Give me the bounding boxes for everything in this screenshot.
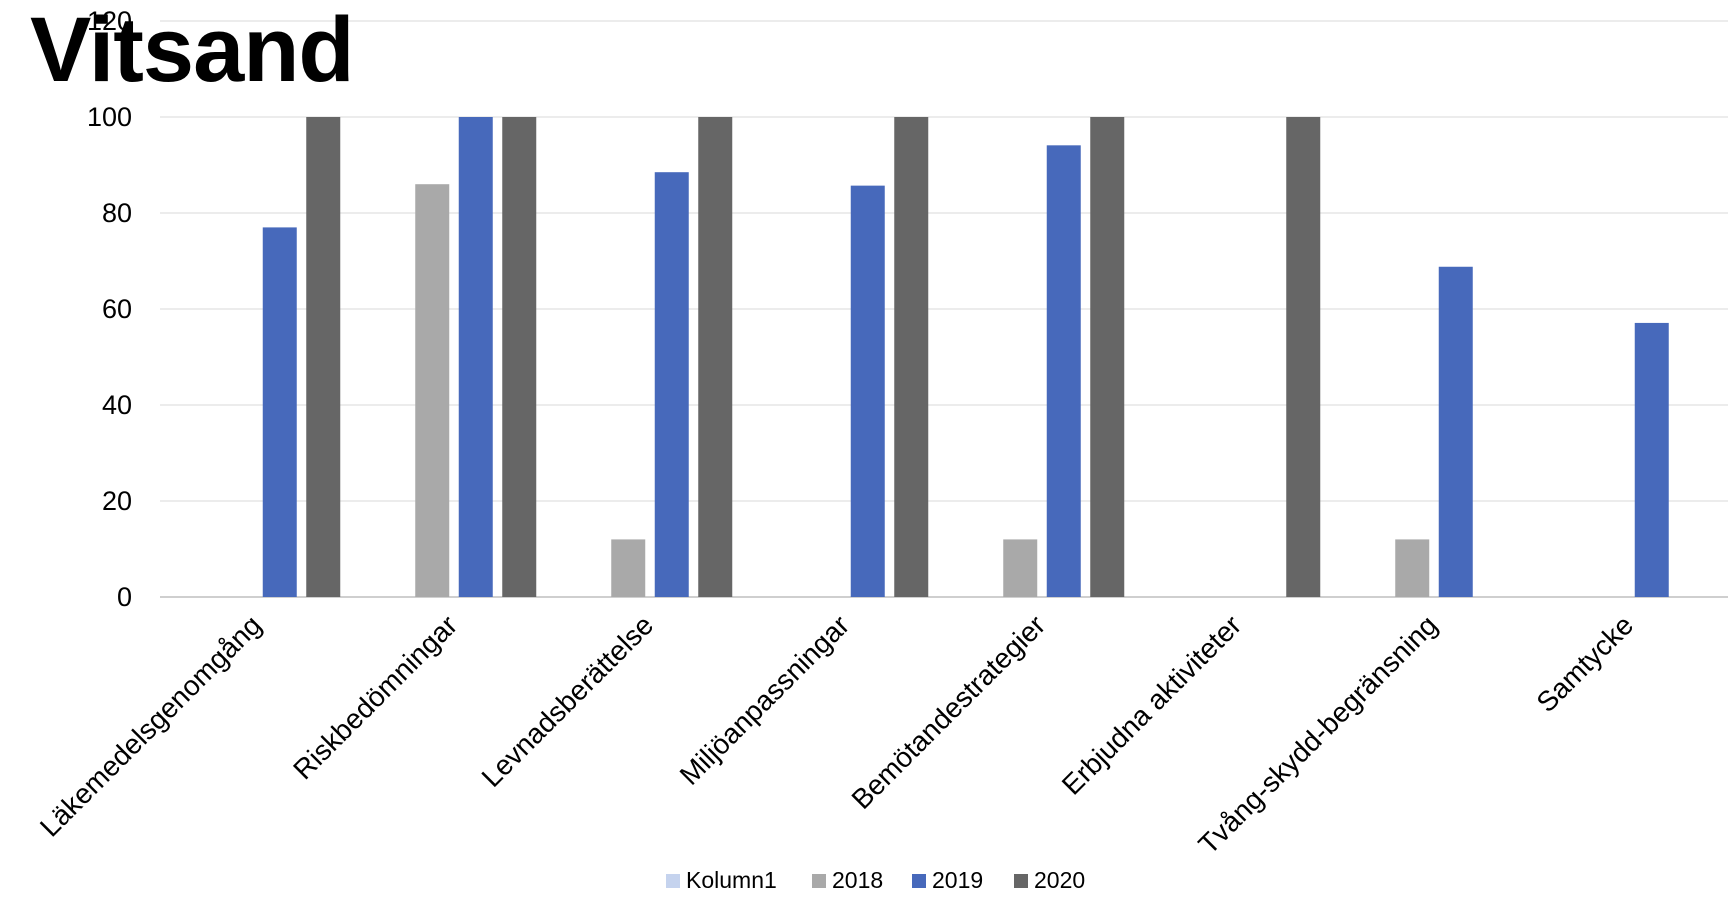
y-tick-label: 40 — [102, 390, 132, 420]
bar-2019-7 — [1634, 322, 1669, 597]
bar-2019-0 — [262, 227, 297, 597]
legend-item-2018: 2018 — [812, 867, 883, 894]
legend-item-kolumn1: Kolumn1 — [666, 867, 777, 894]
x-tick-label: Miljöanpassningar — [674, 609, 856, 791]
legend-label: 2018 — [832, 867, 884, 893]
bar-2020-0 — [306, 117, 341, 597]
bar-2020-4 — [1090, 117, 1125, 597]
legend-swatch — [1014, 873, 1028, 888]
x-tick-label: Erbjudna aktiviteter — [1056, 609, 1247, 800]
bar-2018-6 — [1395, 539, 1430, 597]
bar-2019-4 — [1046, 145, 1081, 597]
bar-2020-1 — [502, 117, 537, 597]
x-tick-label: Riskbedömningar — [287, 609, 463, 785]
x-axis-ticks: Läkemedelsgenomgång Riskbedömningar Levnad… — [34, 609, 1639, 860]
y-tick-label: 120 — [87, 6, 132, 36]
bar-2018-2 — [611, 539, 646, 597]
y-tick-label: 0 — [117, 582, 132, 612]
legend-swatch — [812, 873, 826, 888]
legend-label: 2020 — [1034, 867, 1086, 893]
x-tick-label: Läkemedelsgenomgång — [34, 609, 267, 842]
gridlines — [160, 20, 1728, 598]
legend: Kolumn1 2018 2019 2020 — [0, 867, 1728, 897]
y-axis-ticks: 0 20 40 60 80 100 120 — [87, 6, 132, 612]
x-tick-label: Bemötandestrategier — [846, 609, 1052, 815]
bar-2018-4 — [1003, 539, 1038, 597]
bar-2019-1 — [458, 117, 493, 597]
bar-2020-5 — [1286, 117, 1321, 597]
y-tick-label: 60 — [102, 294, 132, 324]
bar-2019-3 — [850, 185, 885, 597]
y-tick-label: 20 — [102, 486, 132, 516]
bar-2020-2 — [698, 117, 733, 597]
chart-title: Vitsand — [30, 0, 355, 101]
bar-2020-3 — [894, 117, 929, 597]
legend-label: 2019 — [932, 867, 984, 893]
legend-swatch — [666, 873, 680, 888]
legend-swatch — [912, 873, 926, 888]
y-tick-label: 100 — [87, 102, 132, 132]
bar-2019-6 — [1438, 266, 1473, 597]
bar-2018-1 — [415, 184, 450, 597]
y-tick-label: 80 — [102, 198, 132, 228]
legend-label: Kolumn1 — [686, 867, 777, 893]
bar-2019-2 — [654, 172, 689, 597]
x-tick-label: Levnadsberättelse — [476, 609, 660, 793]
legend-item-2020: 2020 — [1014, 867, 1085, 894]
bars — [262, 117, 1669, 597]
x-tick-label: Samtycke — [1530, 609, 1639, 718]
legend-item-2019: 2019 — [912, 867, 983, 894]
